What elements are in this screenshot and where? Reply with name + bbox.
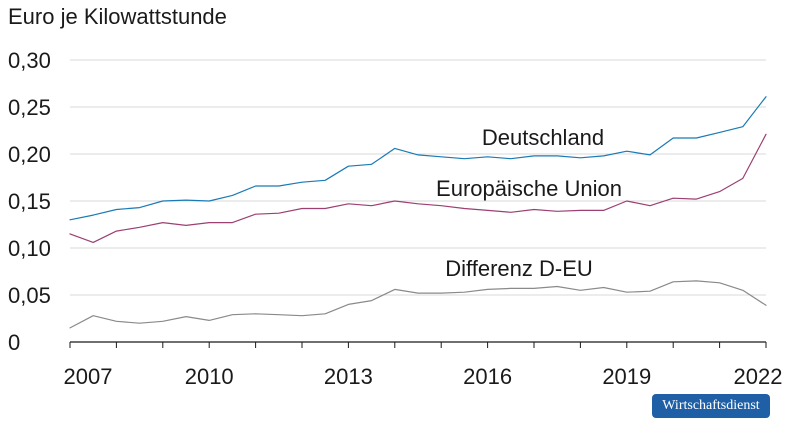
series-line-europ-ische-union (69, 133, 767, 243)
x-tick-label: 2013 (324, 364, 373, 389)
series-labels: Deutschland Europäische Union Differenz D-… (436, 125, 622, 281)
y-tick-label: 0 (8, 330, 20, 355)
y-tick-label: 0,10 (8, 236, 51, 261)
publisher-badge: Wirtschaftsdienst (652, 394, 770, 418)
y-tick-labels: 0 0,05 0,10 0,15 0,20 0,25 0,30 (8, 48, 51, 355)
x-tick-label: 2016 (463, 364, 512, 389)
x-axis: 2007 2010 2013 2016 2019 2022 (64, 341, 783, 389)
x-tick-label: 2010 (185, 364, 234, 389)
series-label: Deutschland (482, 125, 604, 150)
y-tick-label: 0,30 (8, 48, 51, 73)
x-tick-label: 2022 (734, 364, 783, 389)
y-axis-unit-label: Euro je Kilowattstunde (8, 4, 227, 29)
y-tick-label: 0,25 (8, 95, 51, 120)
y-tick-label: 0,15 (8, 189, 51, 214)
y-tick-label: 0,05 (8, 283, 51, 308)
gridlines (70, 59, 766, 296)
series-lines (69, 96, 767, 329)
series-line-differenz-d-eu (69, 280, 767, 329)
y-tick-label: 0,20 (8, 142, 51, 167)
series-label: Differenz D-EU (445, 256, 593, 281)
series-line-deutschland (69, 96, 767, 221)
series-label: Europäische Union (436, 176, 622, 201)
x-tick-label: 2007 (64, 364, 113, 389)
x-tick-label: 2019 (602, 364, 651, 389)
